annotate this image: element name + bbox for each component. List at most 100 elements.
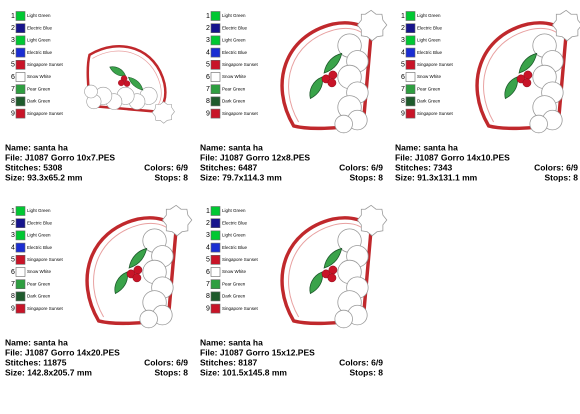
color-swatch bbox=[210, 84, 221, 94]
color-swatch bbox=[210, 206, 221, 216]
color-number: 1 bbox=[401, 13, 405, 20]
color-swatch bbox=[210, 23, 221, 34]
color-swatch bbox=[15, 230, 26, 241]
color-name: Singapore Sunset bbox=[222, 111, 259, 116]
color-name: Dark Green bbox=[27, 294, 51, 299]
fur-brim bbox=[334, 309, 353, 329]
color-name: Snow White bbox=[27, 269, 52, 274]
color-number: 5 bbox=[11, 62, 15, 69]
design-file: File: J1087 Gorro 14x20.PES bbox=[5, 347, 120, 357]
color-swatch bbox=[210, 254, 221, 265]
fur-brim bbox=[529, 114, 548, 134]
color-name: Dark Green bbox=[222, 294, 246, 299]
color-number: 7 bbox=[401, 86, 405, 93]
hat-image bbox=[280, 204, 388, 329]
design-colors: Colors: 6/9 bbox=[339, 357, 383, 367]
holly-berry bbox=[327, 78, 337, 88]
color-number: 1 bbox=[11, 13, 15, 20]
design-stops: Stops: 8 bbox=[349, 367, 383, 377]
color-name: Light Green bbox=[417, 13, 441, 18]
pompom bbox=[161, 204, 193, 237]
color-name: Light Green bbox=[222, 233, 246, 238]
color-number: 8 bbox=[206, 293, 210, 300]
color-swatch bbox=[210, 108, 221, 119]
color-number: 1 bbox=[206, 208, 210, 215]
color-swatch bbox=[405, 108, 416, 119]
color-number: 7 bbox=[206, 281, 210, 288]
color-swatch bbox=[210, 72, 221, 82]
pompom bbox=[151, 101, 175, 124]
color-number: 4 bbox=[206, 49, 210, 56]
hat-image bbox=[475, 9, 580, 134]
color-number: 7 bbox=[11, 281, 15, 288]
design-stitches: Stitches: 8187 bbox=[200, 357, 257, 367]
color-swatch bbox=[210, 59, 221, 70]
color-name: Electric Blue bbox=[417, 50, 443, 55]
hat-inner bbox=[483, 27, 561, 123]
color-name: Pear Green bbox=[222, 86, 246, 91]
color-swatch bbox=[15, 23, 26, 34]
design-stitches: Stitches: 7343 bbox=[395, 162, 452, 172]
design-name: Name: santa ha bbox=[395, 142, 458, 152]
color-swatch bbox=[405, 96, 416, 107]
color-number: 6 bbox=[206, 269, 210, 276]
color-number: 6 bbox=[11, 269, 15, 276]
design-file: File: J1087 Gorro 12x8.PES bbox=[200, 152, 310, 162]
color-number: 2 bbox=[11, 25, 15, 32]
design-panel: 1 Light Green 2 Electric Blue 3 Light Green 4 E… bbox=[200, 204, 388, 377]
design-size: Size: 101.5x145.8 mm bbox=[200, 367, 287, 377]
color-name: Pear Green bbox=[222, 281, 246, 286]
color-number: 7 bbox=[11, 86, 15, 93]
color-name: Light Green bbox=[27, 208, 51, 213]
color-swatch bbox=[210, 303, 221, 314]
hat-inner bbox=[288, 222, 366, 318]
color-number: 9 bbox=[11, 305, 15, 312]
color-name: Singapore Sunset bbox=[27, 257, 64, 262]
design-size: Size: 142.8x205.7 mm bbox=[5, 367, 92, 377]
color-swatch bbox=[15, 291, 26, 302]
color-number: 9 bbox=[11, 110, 15, 117]
design-stops: Stops: 8 bbox=[544, 172, 578, 182]
design-colors: Colors: 6/9 bbox=[339, 162, 383, 172]
color-name: Light Green bbox=[417, 38, 441, 43]
design-stitches: Stitches: 6487 bbox=[200, 162, 257, 172]
color-swatch bbox=[210, 218, 221, 229]
design-name: Name: santa ha bbox=[200, 337, 263, 347]
color-name: Pear Green bbox=[27, 86, 51, 91]
design-panel: 1 Light Green 2 Electric Blue 3 Light Green 4 E… bbox=[395, 9, 580, 182]
design-size: Size: 79.7x114.3 mm bbox=[200, 172, 282, 182]
color-number: 4 bbox=[11, 49, 15, 56]
color-number: 9 bbox=[206, 110, 210, 117]
design-file: File: J1087 Gorro 15x12.PES bbox=[200, 347, 315, 357]
color-swatch bbox=[15, 108, 26, 119]
color-name: Dark Green bbox=[222, 99, 246, 104]
holly-leaf bbox=[309, 76, 323, 100]
holly-berry bbox=[328, 70, 338, 80]
color-name: Singapore Sunset bbox=[417, 111, 454, 116]
design-stops: Stops: 8 bbox=[154, 367, 188, 377]
design-colors: Colors: 6/9 bbox=[144, 162, 188, 172]
color-number: 1 bbox=[11, 208, 15, 215]
fur-brim bbox=[334, 114, 353, 134]
color-name: Snow White bbox=[417, 74, 442, 79]
color-number: 5 bbox=[206, 62, 210, 69]
color-swatch bbox=[405, 47, 416, 58]
color-number: 2 bbox=[401, 25, 405, 32]
hat-image bbox=[84, 45, 175, 124]
design-name: Name: santa ha bbox=[5, 142, 68, 152]
color-number: 1 bbox=[206, 13, 210, 20]
design-size: Size: 91.3x131.1 mm bbox=[395, 172, 478, 182]
design-colors: Colors: 6/9 bbox=[534, 162, 578, 172]
color-swatch bbox=[405, 23, 416, 34]
design-panel: 1 Light Green 2 Electric Blue 3 Light Green 4 E… bbox=[5, 11, 188, 182]
holly-berry bbox=[523, 70, 533, 80]
color-number: 5 bbox=[206, 257, 210, 264]
color-swatch bbox=[15, 206, 26, 216]
holly-leaf bbox=[518, 52, 538, 74]
color-name: Dark Green bbox=[417, 99, 441, 104]
color-name: Snow White bbox=[27, 74, 52, 79]
color-name: Singapore Sunset bbox=[27, 111, 64, 116]
color-swatch bbox=[15, 72, 26, 82]
